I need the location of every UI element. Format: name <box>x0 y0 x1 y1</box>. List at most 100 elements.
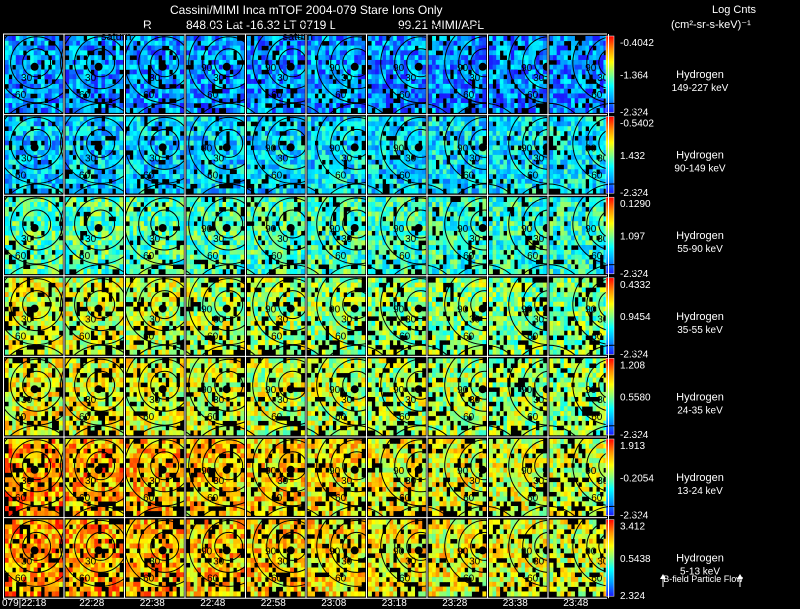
heatmap-cell <box>503 116 508 122</box>
heatmap-cell <box>190 130 194 137</box>
heatmap-cell <box>542 50 547 56</box>
heatmap-cell <box>375 140 380 146</box>
heatmap-cell <box>136 88 141 94</box>
heatmap-cell <box>282 135 287 141</box>
heatmap-cell <box>51 206 56 212</box>
heatmap-cell <box>76 159 81 165</box>
heatmap-cell <box>357 174 362 180</box>
heatmap-cell <box>432 98 436 104</box>
heatmap-cell <box>151 174 156 180</box>
heatmap-cell <box>514 64 519 70</box>
heatmap-cell <box>257 83 262 89</box>
heatmap-cell <box>475 79 480 85</box>
heatmap-cell <box>286 50 291 56</box>
heatmap-cell <box>307 183 312 189</box>
heatmap-cell <box>556 183 561 189</box>
heatmap-cell <box>293 83 298 89</box>
heatmap-cell <box>33 116 38 122</box>
heatmap-cell <box>37 121 42 127</box>
colorbar-mid-label: 1.432 <box>620 151 645 162</box>
heatmap-cell <box>247 150 251 156</box>
heatmap-cell <box>439 135 444 141</box>
heatmap-cell <box>161 93 166 99</box>
heatmap-cell <box>578 174 583 180</box>
heatmap-cell <box>475 150 480 156</box>
angle-label-60: 60 <box>399 90 411 101</box>
heatmap-cell <box>215 69 220 75</box>
heatmap-cell <box>176 150 181 156</box>
heatmap-cell <box>51 93 56 99</box>
heatmap-cell <box>37 69 42 75</box>
heatmap-cell <box>211 164 216 170</box>
heatmap-cell <box>240 135 245 141</box>
heatmap-cell <box>72 79 77 85</box>
heatmap-cell <box>55 145 60 151</box>
heatmap-cell <box>136 174 141 180</box>
heatmap-cell <box>478 107 483 113</box>
heatmap-cell <box>482 174 487 180</box>
heatmap-cell <box>250 50 255 56</box>
heatmap-cell <box>87 59 91 66</box>
heatmap-cell <box>325 36 330 42</box>
heatmap-cell <box>115 50 120 56</box>
heatmap-cell <box>22 150 27 156</box>
heatmap-cell <box>553 159 557 165</box>
heatmap-cell <box>432 36 436 42</box>
heatmap-cell <box>482 40 487 46</box>
heatmap-cell <box>33 126 38 132</box>
heatmap-cell <box>506 69 511 75</box>
heatmap-cell <box>165 159 170 165</box>
heatmap-cell <box>318 169 323 175</box>
heatmap-cell <box>339 98 344 104</box>
heatmap-cell <box>268 140 273 146</box>
heatmap-cell <box>112 116 117 122</box>
heatmap-cell <box>15 230 20 236</box>
heatmap-cell <box>446 98 451 104</box>
heatmap-cell <box>197 140 202 146</box>
heatmap-cell <box>592 178 597 184</box>
heatmap-cell <box>147 150 152 156</box>
heatmap-cell <box>329 116 333 122</box>
heatmap-cell <box>143 178 148 184</box>
heatmap-cell <box>592 154 597 160</box>
heatmap-cell <box>161 36 166 42</box>
heatmap-cell <box>332 140 337 146</box>
heatmap-cell <box>457 126 462 132</box>
heatmap-cell <box>37 55 42 61</box>
heatmap-cell <box>87 197 91 203</box>
heatmap-cell <box>556 64 561 70</box>
heatmap-cell <box>58 116 63 122</box>
heatmap-cell <box>94 93 99 99</box>
heatmap-cell <box>421 140 426 146</box>
saturn-disk <box>222 143 231 152</box>
heatmap-cell <box>193 45 198 51</box>
heatmap-cell <box>143 140 148 146</box>
heatmap-cell <box>240 79 245 85</box>
heatmap-cell <box>581 188 586 194</box>
heatmap-cell <box>563 55 568 61</box>
heatmap-cell <box>297 74 302 80</box>
heatmap-cell <box>65 183 70 189</box>
heatmap-cell <box>347 178 351 184</box>
heatmap-cell <box>471 50 476 56</box>
heatmap-cell <box>158 88 163 94</box>
heatmap-cell <box>371 59 376 66</box>
heatmap-cell <box>133 126 138 132</box>
heatmap-cell <box>329 174 333 180</box>
heatmap-cell <box>176 83 181 89</box>
heatmap-cell <box>79 83 84 89</box>
heatmap-cell <box>112 159 117 165</box>
heatmap-cell <box>58 164 63 170</box>
heatmap-cell <box>161 130 166 137</box>
heatmap-cell <box>343 121 348 127</box>
heatmap-cell <box>26 140 31 146</box>
heatmap-cell <box>464 103 469 109</box>
heatmap-cell <box>510 188 515 194</box>
heatmap-cell <box>535 116 540 122</box>
heatmap-cell <box>542 183 547 189</box>
heatmap-cell <box>460 88 465 94</box>
heatmap-cell <box>83 40 88 46</box>
heatmap-cell <box>264 83 269 89</box>
heatmap-cell <box>378 74 383 80</box>
heatmap-cell <box>457 164 462 170</box>
